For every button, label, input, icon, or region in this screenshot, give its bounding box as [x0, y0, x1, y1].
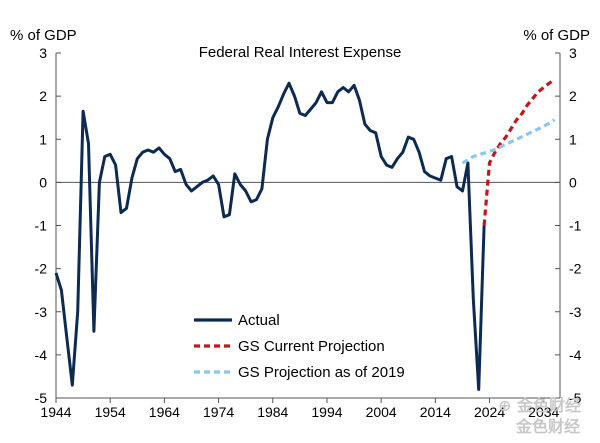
- series-actual-line: [54, 81, 486, 391]
- y-tick-label-left: 3: [39, 45, 47, 61]
- watermark-line1: ⊕ 金色财经: [498, 396, 581, 415]
- y-tick-label-left: 0: [39, 174, 47, 190]
- x-tick-label: 2004: [366, 404, 397, 420]
- y-tick-label-right: -3: [569, 304, 582, 320]
- series-gs-2019-line: [461, 118, 556, 165]
- x-tick-label: 2024: [474, 404, 505, 420]
- x-tick-label: 1954: [95, 404, 126, 420]
- series-layer: [54, 78, 556, 391]
- y-tick-label-right: -5: [569, 390, 582, 406]
- y-tick-label-left: -5: [35, 390, 48, 406]
- x-tick-label: 1994: [311, 404, 342, 420]
- chart-title: Federal Real Interest Expense: [199, 44, 402, 61]
- series-gs-current-line: [482, 78, 556, 226]
- y-tick-label-left: 2: [39, 88, 47, 104]
- y-tick-label-left: 1: [39, 131, 47, 147]
- x-tick-label: 1964: [149, 404, 180, 420]
- legend-label-gs-current: GS Current Projection: [238, 338, 385, 355]
- y-tick-label-right: 0: [569, 174, 577, 190]
- y-tick-label-left: -2: [35, 261, 48, 277]
- y-tick-label-right: 2: [569, 88, 577, 104]
- y-axis-label-right: % of GDP: [523, 27, 590, 44]
- y-axis-label-left: % of GDP: [10, 27, 77, 44]
- x-tick-label: 2034: [528, 404, 559, 420]
- y-tick-label-right: 1: [569, 131, 577, 147]
- y-tick-label-right: 3: [569, 45, 577, 61]
- x-tick-label: 1974: [203, 404, 234, 420]
- y-tick-label-right: -4: [569, 347, 582, 363]
- x-tick-label: 2014: [420, 404, 451, 420]
- y-tick-label-left: -4: [35, 347, 48, 363]
- watermark-line2: 金色财经: [515, 417, 580, 436]
- x-tick-label: 1984: [257, 404, 288, 420]
- x-tick-label: 1944: [40, 404, 71, 420]
- y-tick-label-left: -3: [35, 304, 48, 320]
- y-tick-label-right: -1: [569, 218, 582, 234]
- y-tick-label-left: -1: [35, 218, 48, 234]
- y-tick-label-right: -2: [569, 261, 582, 277]
- legend-label-gs-2019: GS Projection as of 2019: [238, 364, 405, 381]
- legend-label-actual: Actual: [238, 312, 280, 329]
- legend: Actual GS Current Projection GS Projecti…: [194, 312, 405, 381]
